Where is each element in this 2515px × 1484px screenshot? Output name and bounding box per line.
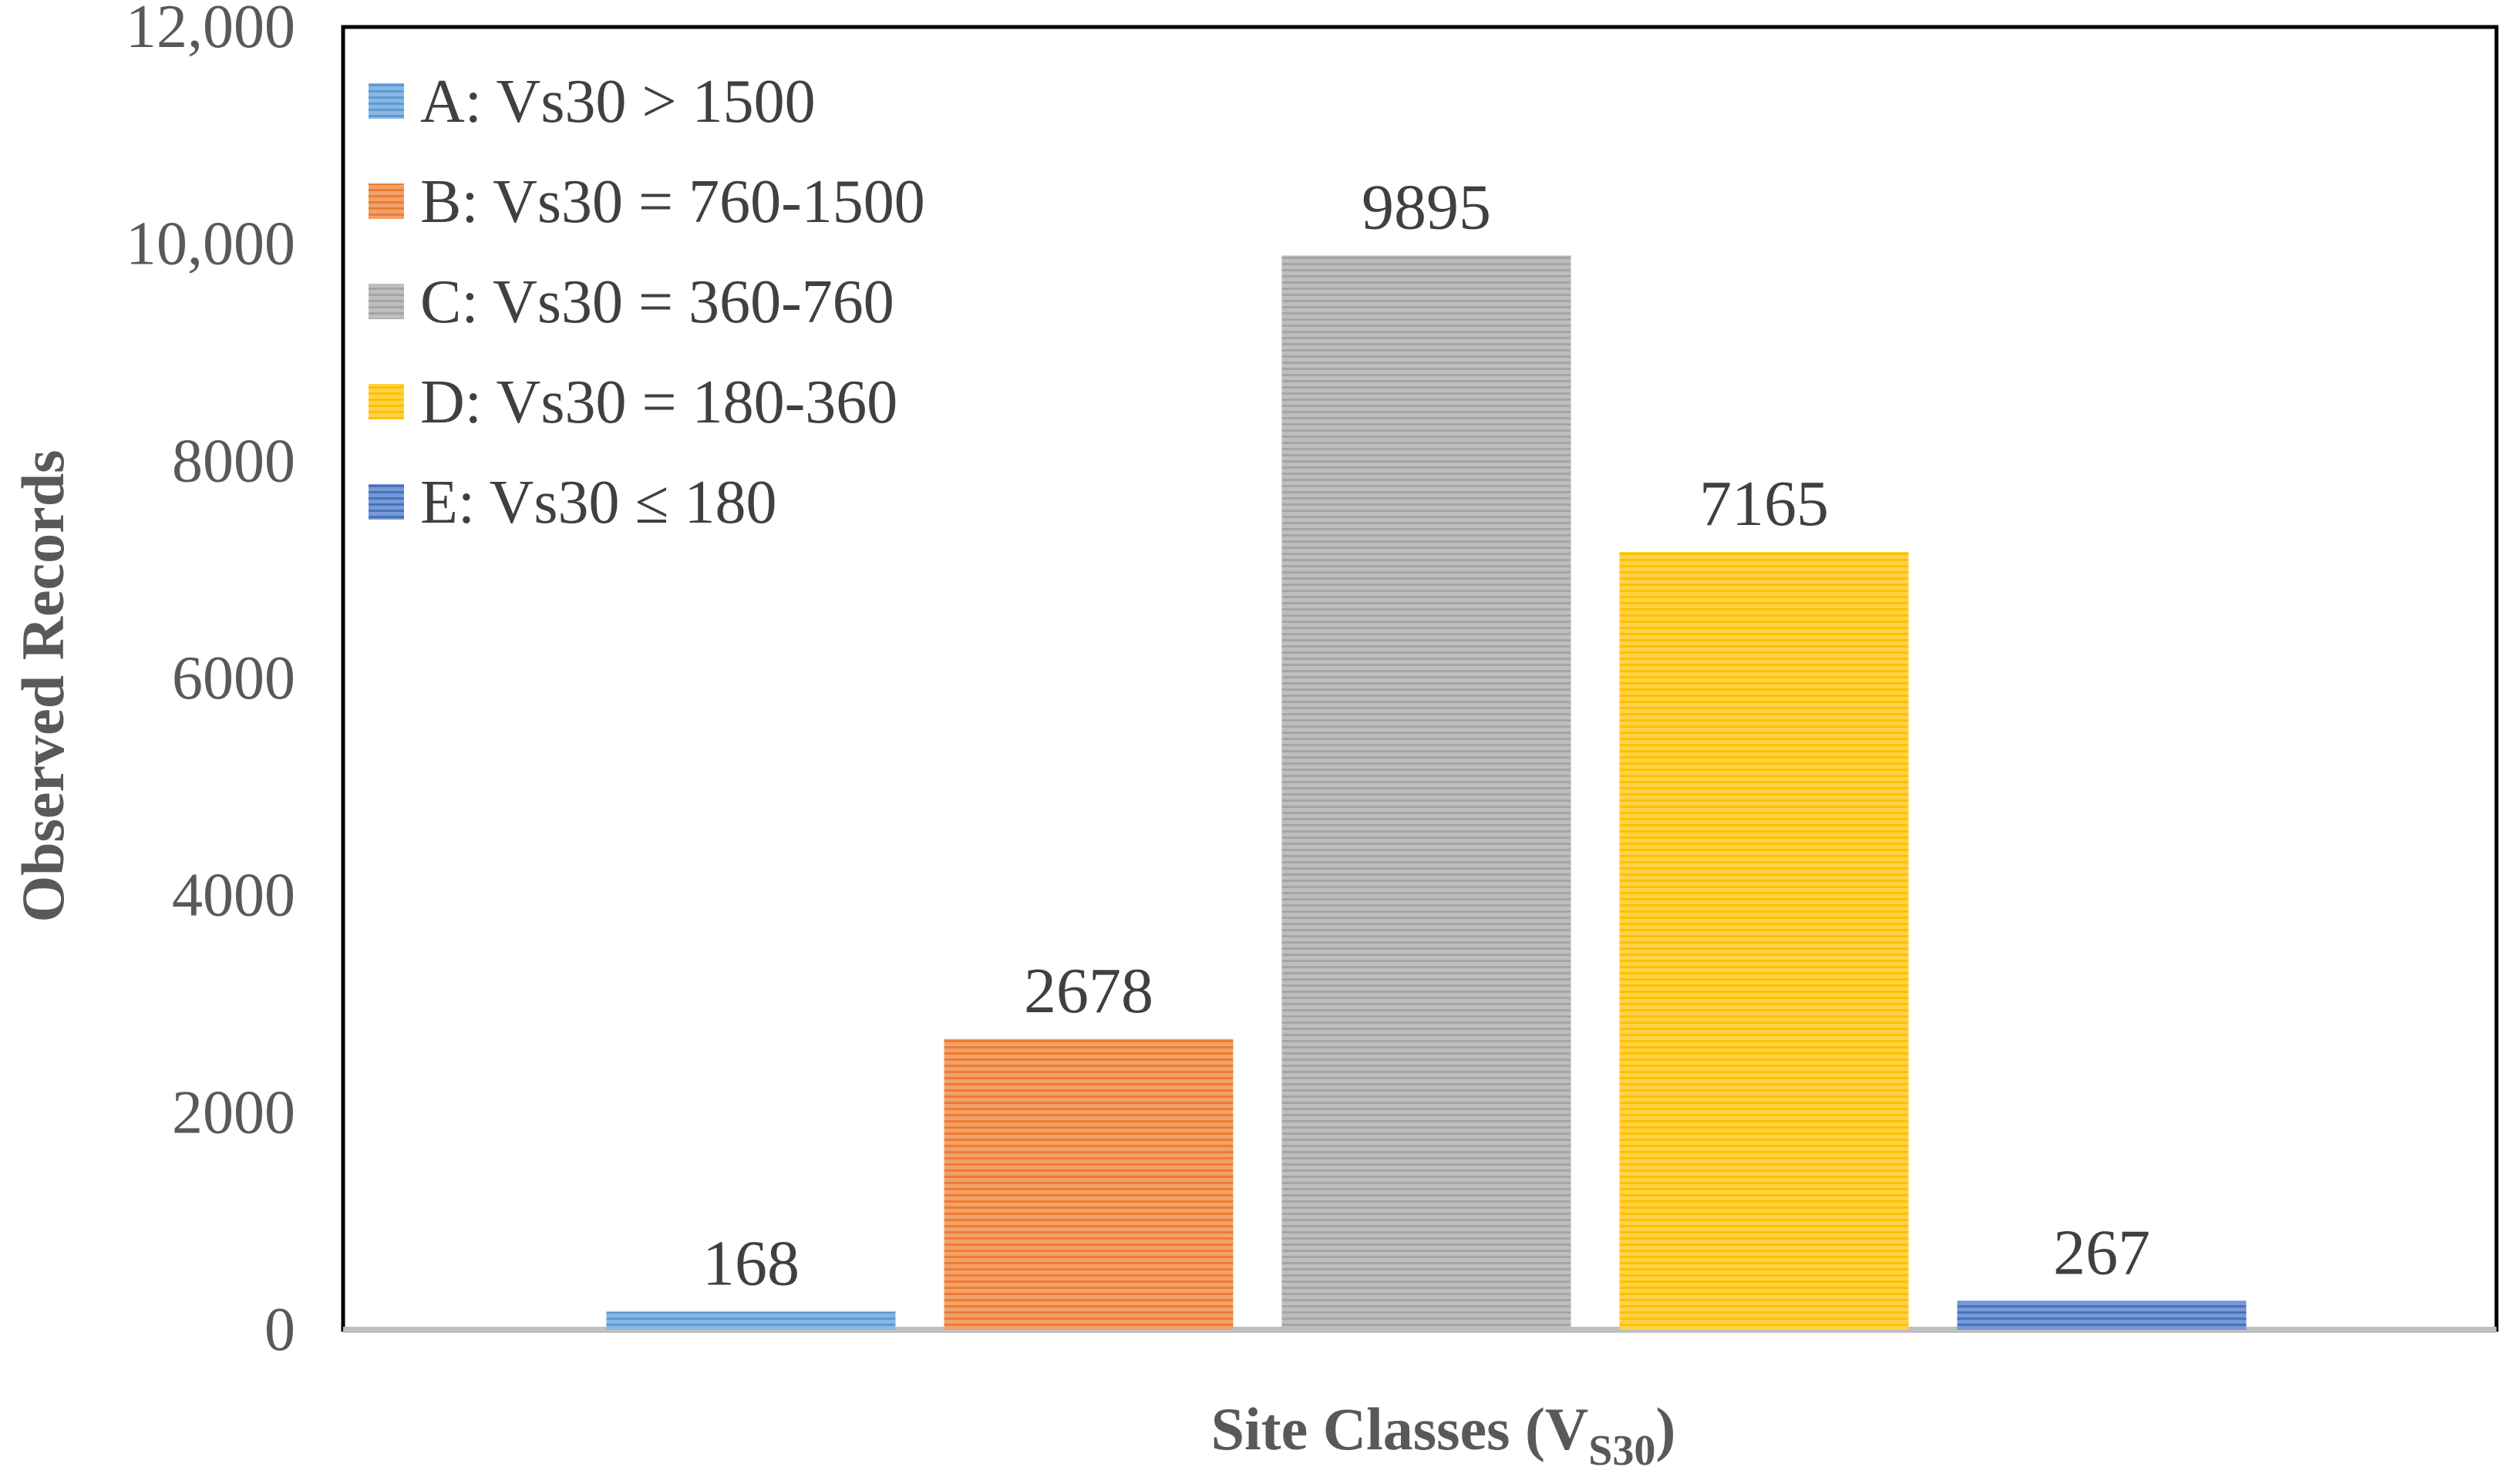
y-tick-label: 12,000 (126, 0, 295, 61)
legend-swatch-stripes (369, 484, 404, 520)
legend-entry-label: C: Vs30 = 360-760 (420, 268, 894, 336)
x-axis-label: Site Classes (VS30) (1211, 1395, 1676, 1475)
legend-entry-label: B: Vs30 = 760-1500 (420, 168, 925, 236)
legend: A: Vs30 > 1500 B: Vs30 = 760-1500 C: Vs30 … (369, 68, 925, 537)
x-axis-label-subscript: S30 (1588, 1427, 1655, 1475)
legend-swatch-stripes (369, 183, 404, 219)
data-labels: 168 2678 9895 7165 267 (702, 171, 2150, 1299)
legend-swatch-stripes (369, 384, 404, 419)
bar-value-label: 168 (702, 1227, 800, 1299)
bar-value-label: 7165 (1699, 468, 1829, 540)
bar-value-label: 2678 (1024, 955, 1153, 1027)
legend-swatch-stripes (369, 83, 404, 119)
bar-stripes (606, 1311, 896, 1330)
y-axis-label: Observed Records (9, 449, 76, 922)
bars-group (606, 255, 2247, 1331)
bar-value-label: 267 (2053, 1216, 2150, 1288)
y-tick-label: 10,000 (126, 210, 295, 278)
bar-stripes (1281, 255, 1571, 1331)
legend-entry-label: D: Vs30 = 180-360 (420, 368, 897, 436)
bar-value-label: 9895 (1362, 171, 1491, 243)
y-tick-label: 4000 (172, 862, 295, 930)
x-axis-label-end: ) (1655, 1395, 1675, 1462)
y-axis-ticks: 0 2000 4000 6000 8000 10,000 12,000 (126, 0, 295, 1364)
y-tick-label: 0 (264, 1296, 295, 1364)
x-axis-label-main: Site Classes (V (1211, 1395, 1589, 1462)
y-tick-label: 8000 (172, 427, 295, 495)
bar-stripes (1619, 551, 1909, 1330)
bar-stripes (1957, 1301, 2247, 1330)
y-tick-label: 2000 (172, 1079, 295, 1146)
y-tick-label: 6000 (172, 644, 295, 712)
bar-stripes (944, 1038, 1234, 1330)
legend-swatch-stripes (369, 284, 404, 319)
legend-entry-label: A: Vs30 > 1500 (420, 68, 816, 136)
legend-entry-label: E: Vs30 ≤ 180 (420, 469, 776, 537)
